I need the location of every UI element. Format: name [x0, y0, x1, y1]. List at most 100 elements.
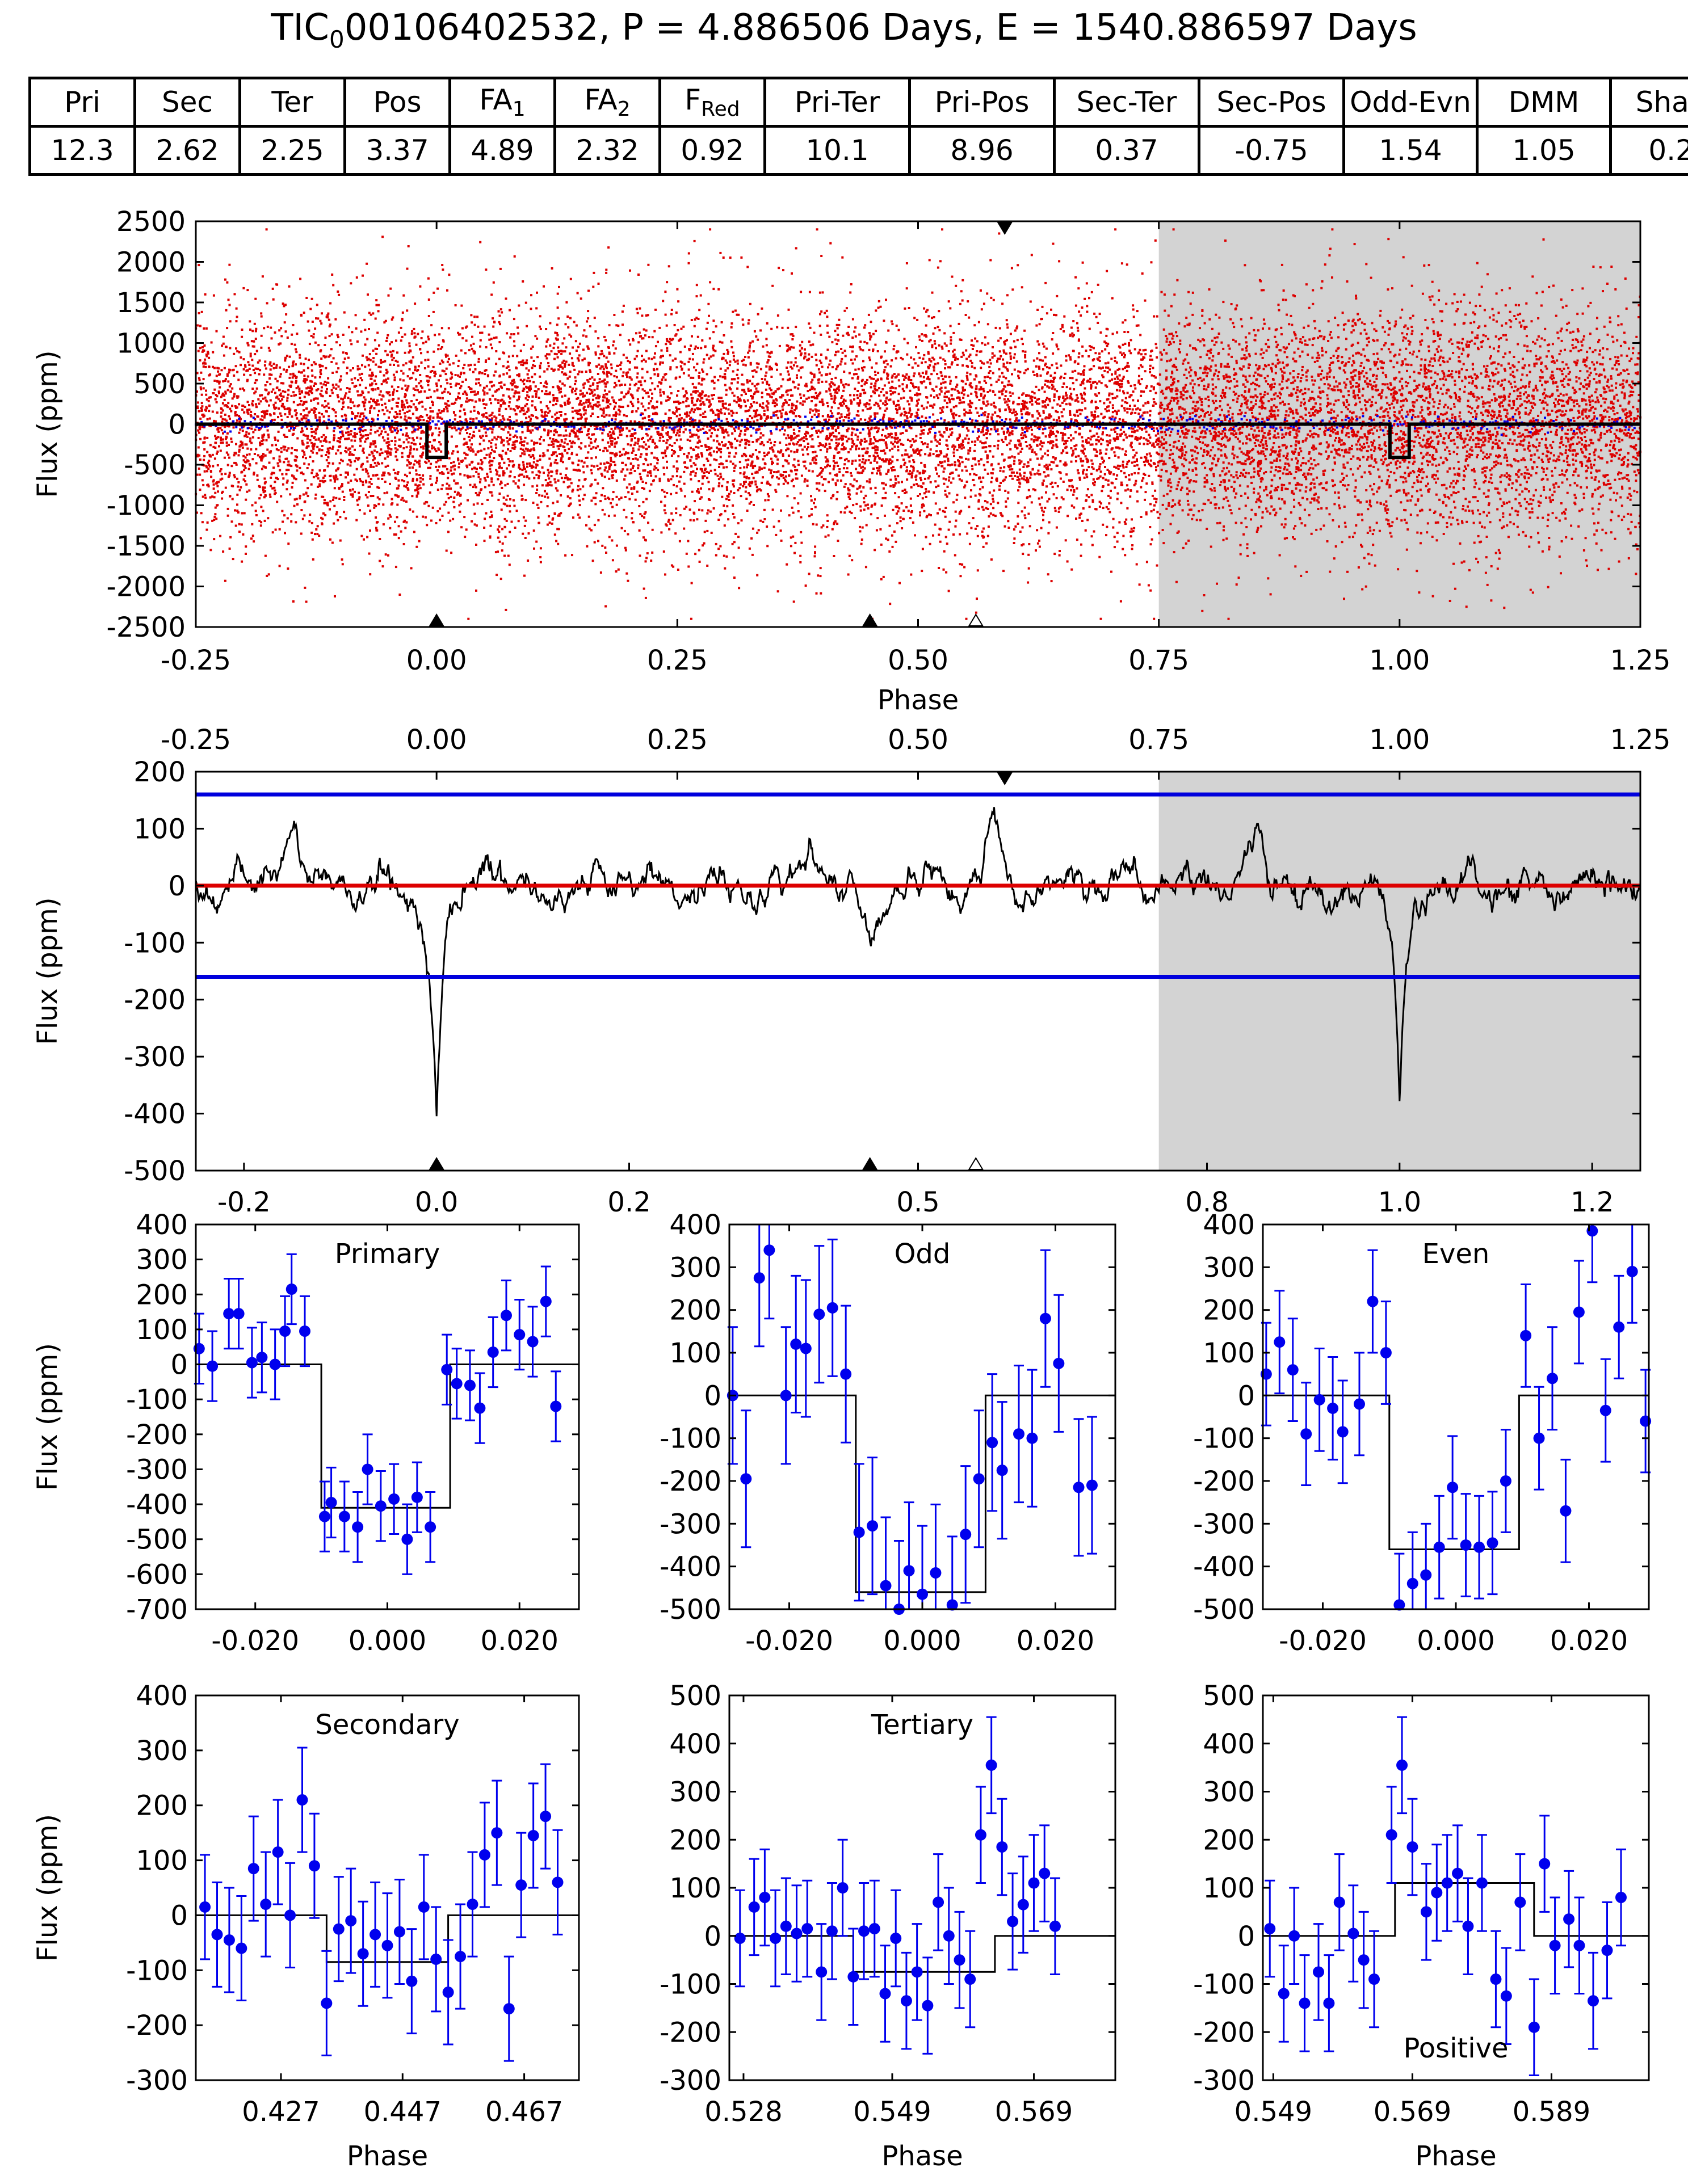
flux-point	[218, 380, 221, 383]
flux-point	[1074, 455, 1077, 458]
flux-point	[1206, 372, 1209, 374]
flux-point	[475, 393, 477, 396]
raw-flux-points	[195, 228, 1641, 620]
flux-point	[958, 478, 961, 481]
flux-point	[1173, 293, 1176, 296]
flux-point	[1205, 412, 1208, 414]
flux-point	[757, 313, 759, 315]
flux-point	[885, 436, 888, 439]
flux-point	[311, 374, 314, 377]
flux-point	[1571, 398, 1573, 401]
flux-point	[1558, 353, 1561, 356]
flux-point	[285, 449, 288, 452]
flux-point	[800, 397, 802, 399]
flux-point	[1124, 475, 1127, 478]
flux-point	[1572, 443, 1574, 445]
flux-point	[1156, 427, 1158, 430]
flux-point	[1523, 400, 1526, 403]
flux-point	[1277, 395, 1279, 398]
flux-point	[200, 512, 203, 515]
flux-point	[1422, 455, 1425, 458]
flux-point	[724, 444, 727, 447]
flux-point	[1487, 504, 1490, 507]
flux-point	[1497, 350, 1500, 353]
flux-point	[513, 318, 515, 321]
flux-point	[419, 437, 422, 440]
flux-point	[295, 363, 297, 366]
flux-point	[1069, 410, 1072, 413]
flux-point	[834, 483, 837, 486]
flux-point	[1329, 364, 1331, 367]
flux-point	[1409, 351, 1411, 354]
flux-point	[1140, 394, 1143, 397]
flux-point	[248, 404, 250, 406]
flux-point	[1442, 413, 1445, 416]
flux-point	[1369, 432, 1372, 434]
flux-point	[532, 381, 535, 384]
flux-point	[308, 329, 310, 332]
flux-point	[736, 368, 739, 371]
flux-point	[1551, 393, 1554, 395]
flux-point	[502, 365, 505, 368]
flux-point	[415, 473, 418, 476]
flux-point	[1500, 336, 1502, 339]
flux-point	[913, 372, 916, 375]
flux-point	[1451, 302, 1454, 305]
flux-point	[523, 468, 526, 470]
flux-point	[1464, 376, 1467, 378]
flux-point	[1124, 342, 1127, 345]
flux-point	[774, 402, 776, 405]
flux-point	[832, 468, 835, 470]
flux-point	[403, 403, 405, 406]
flux-point	[318, 364, 321, 366]
flux-point	[643, 358, 645, 361]
flux-point	[943, 482, 946, 485]
flux-point	[808, 469, 811, 472]
flux-point	[574, 389, 577, 392]
flux-point	[1506, 464, 1509, 466]
flux-point	[891, 359, 893, 362]
flux-point	[500, 381, 503, 384]
flux-point	[1480, 428, 1483, 431]
flux-point	[649, 463, 652, 466]
flux-point	[1617, 515, 1620, 517]
flux-point	[1052, 385, 1055, 388]
flux-point	[506, 332, 509, 335]
flux-point	[825, 460, 828, 463]
flux-point	[238, 448, 241, 451]
flux-point	[718, 397, 721, 399]
flux-point	[1188, 490, 1191, 493]
flux-point	[272, 363, 275, 365]
flux-point	[920, 479, 922, 482]
flux-point	[961, 439, 964, 442]
stats-value-cell: 12.3	[28, 125, 136, 176]
flux-point	[809, 408, 812, 411]
flux-point	[838, 318, 841, 321]
flux-point	[792, 346, 795, 349]
flux-point	[314, 497, 317, 500]
flux-point	[1603, 410, 1605, 413]
flux-point	[497, 388, 500, 391]
flux-point	[674, 357, 677, 360]
flux-point	[1527, 490, 1530, 493]
flux-point	[905, 415, 908, 418]
flux-point	[1346, 378, 1349, 381]
flux-point	[340, 397, 343, 400]
flux-point	[463, 364, 466, 366]
flux-point	[641, 337, 644, 340]
flux-point	[415, 398, 418, 401]
flux-point	[787, 361, 790, 364]
flux-point	[522, 516, 525, 519]
flux-point	[1199, 340, 1202, 343]
flux-point	[979, 289, 982, 292]
flux-point	[1600, 405, 1603, 407]
flux-point	[1612, 409, 1615, 412]
flux-point	[572, 365, 575, 367]
flux-point	[1593, 478, 1596, 481]
flux-point	[1014, 445, 1017, 448]
flux-point	[1063, 315, 1066, 318]
flux-point	[1237, 394, 1240, 397]
flux-point	[1350, 386, 1353, 389]
flux-point	[473, 390, 476, 393]
flux-point	[1253, 458, 1255, 461]
